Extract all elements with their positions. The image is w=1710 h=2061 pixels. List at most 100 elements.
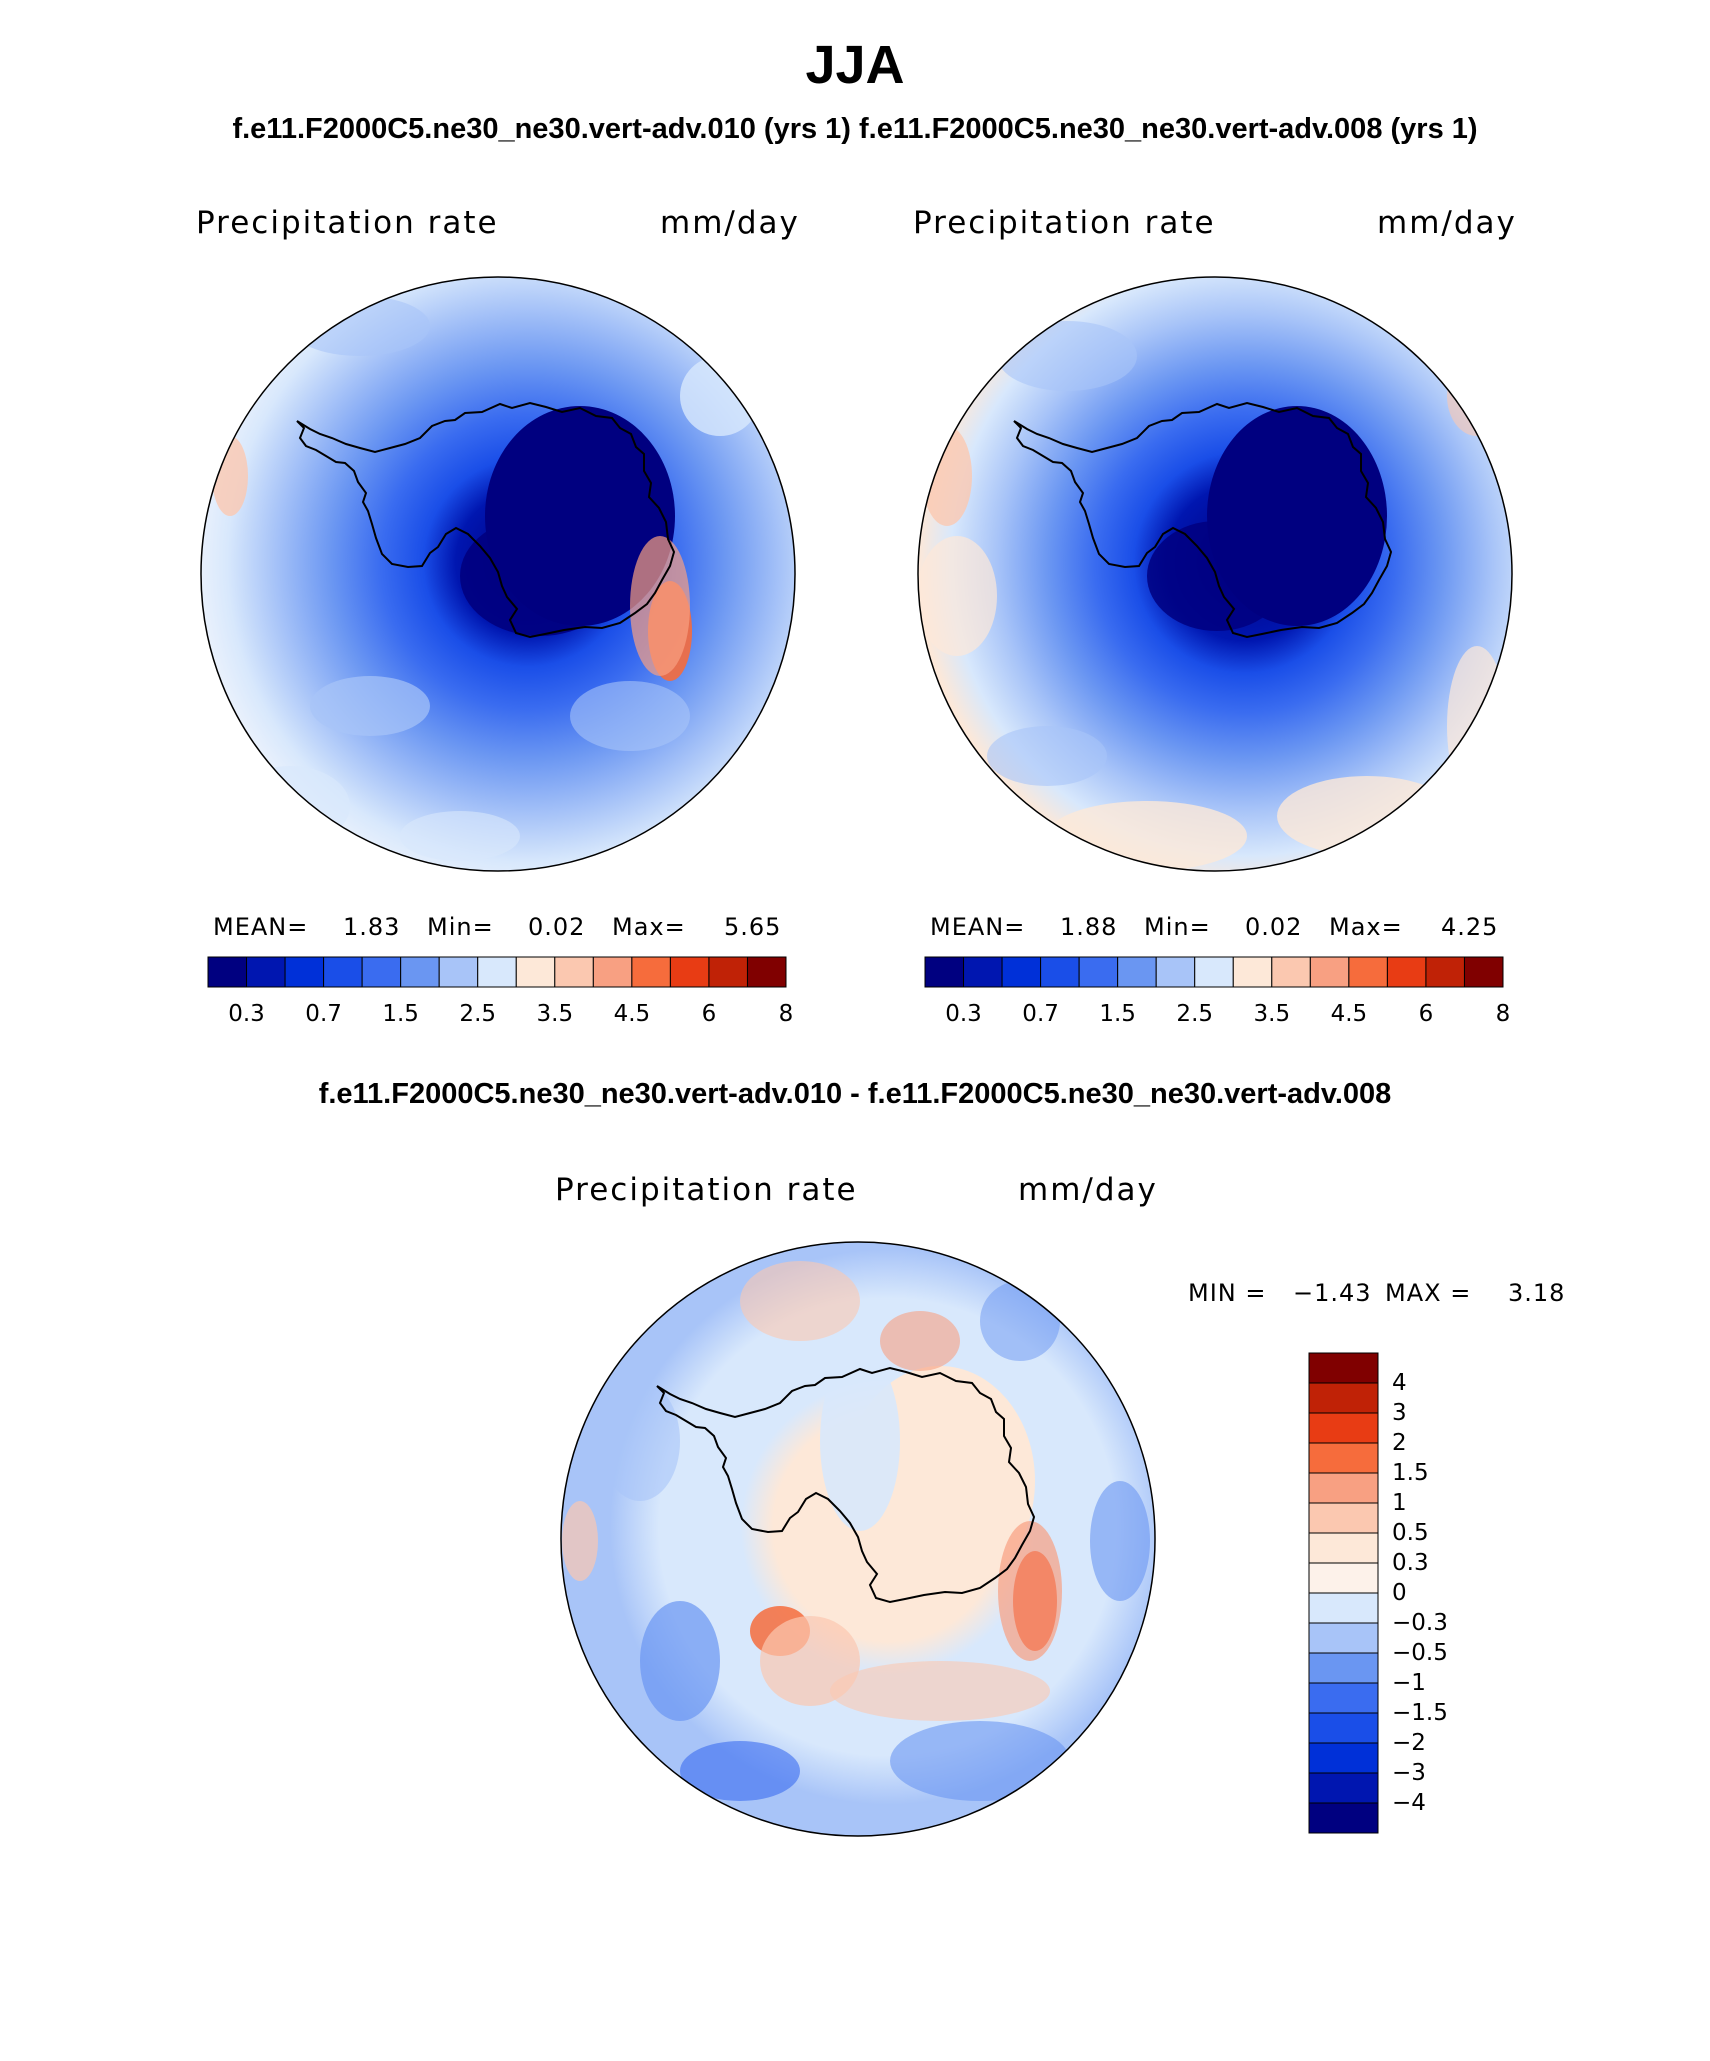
field-patch bbox=[640, 1601, 720, 1721]
left-map-variable-label: Precipitation rate bbox=[196, 205, 499, 241]
colorbar-box bbox=[1308, 1352, 1379, 1384]
colorbar-box bbox=[592, 956, 633, 988]
right-colorbar bbox=[924, 956, 1504, 988]
colorbar-box bbox=[1308, 1652, 1379, 1684]
colorbar-tick-label: 3.5 bbox=[1253, 1001, 1291, 1027]
colorbar-tick-label: −1.5 bbox=[1392, 1700, 1448, 1726]
colorbar-box bbox=[1308, 1562, 1379, 1594]
map-boundary bbox=[200, 276, 796, 872]
colorbar-tick-label: 1.5 bbox=[382, 1001, 419, 1027]
colorbar-box bbox=[1155, 956, 1196, 988]
colorbar-tick-label: 0.7 bbox=[305, 1001, 342, 1027]
colorbar-box bbox=[631, 956, 671, 988]
colorbar-tick-label: 0.3 bbox=[228, 1001, 265, 1027]
colorbar-tick-label: 4 bbox=[1392, 1370, 1407, 1396]
field-patch bbox=[1047, 801, 1247, 871]
colorbar-box bbox=[284, 956, 325, 988]
left-min-label: Min= bbox=[427, 913, 494, 941]
colorbar-box bbox=[1308, 1742, 1379, 1774]
field-patch bbox=[997, 321, 1137, 391]
colorbar-box bbox=[1308, 1442, 1379, 1474]
field-patch bbox=[740, 1261, 860, 1341]
field-patch bbox=[880, 1311, 960, 1371]
right-min-label: Min= bbox=[1144, 913, 1211, 941]
diff-map-units-label: mm/day bbox=[1018, 1172, 1158, 1208]
left-map bbox=[200, 276, 796, 872]
field-patch bbox=[987, 726, 1107, 786]
colorbar-box bbox=[1308, 1382, 1379, 1414]
right-min-value: 0.02 bbox=[1245, 913, 1303, 941]
colorbar-box bbox=[963, 956, 1003, 988]
antarctica-coastline bbox=[296, 401, 676, 639]
colorbar-tick-label: 0.3 bbox=[1392, 1550, 1429, 1576]
colorbar-box bbox=[1117, 956, 1157, 988]
difference-title: f.e11.F2000C5.ne30_ne30.vert-adv.010 - f… bbox=[318, 1078, 1392, 1110]
colorbar-box bbox=[1040, 956, 1080, 988]
field-patch bbox=[562, 1501, 598, 1581]
field-patch bbox=[460, 516, 620, 636]
colorbar-box bbox=[1308, 1682, 1379, 1714]
field-patch bbox=[1447, 646, 1507, 806]
colorbar-box bbox=[323, 956, 363, 988]
colorbar-box bbox=[1078, 956, 1119, 988]
colorbar-tick-label: 6 bbox=[701, 1001, 717, 1027]
diff-map-variable-label: Precipitation rate bbox=[555, 1172, 858, 1208]
colorbar-tick-label: 1.5 bbox=[1099, 1001, 1136, 1027]
colorbar-box bbox=[477, 956, 517, 988]
colorbar-tick-label: −0.3 bbox=[1392, 1610, 1448, 1636]
colorbar-tick-label: 1 bbox=[1392, 1490, 1407, 1516]
left-min-value: 0.02 bbox=[528, 913, 586, 941]
colorbar-box bbox=[1425, 956, 1465, 988]
right-map-units-label: mm/day bbox=[1377, 205, 1517, 241]
colorbar-box bbox=[1308, 1472, 1379, 1504]
right-max-value: 4.25 bbox=[1441, 913, 1499, 941]
colorbar-tick-label: 0.3 bbox=[945, 1001, 982, 1027]
field-patch bbox=[980, 1281, 1060, 1361]
colorbar-box bbox=[708, 956, 748, 988]
colorbar-box bbox=[1308, 1712, 1379, 1744]
page-title: JJA bbox=[805, 35, 905, 95]
field-patch bbox=[290, 296, 430, 356]
colorbar-tick-label: 4.5 bbox=[613, 1001, 651, 1027]
colorbar-box bbox=[1463, 956, 1504, 988]
antarctica-coastline bbox=[1013, 401, 1393, 639]
left-mean-value: 1.83 bbox=[343, 913, 401, 941]
field-patch bbox=[1090, 1481, 1150, 1601]
field-patch bbox=[600, 1381, 680, 1501]
map-boundary bbox=[560, 1241, 1156, 1837]
field-patch bbox=[1447, 356, 1507, 436]
field-patch bbox=[922, 426, 972, 526]
colorbar-box bbox=[1308, 1622, 1379, 1654]
field-patch bbox=[918, 536, 997, 656]
field-patch bbox=[570, 681, 690, 751]
colorbar-box bbox=[515, 956, 556, 988]
colorbar-box bbox=[246, 956, 286, 988]
colorbar-box bbox=[1308, 1592, 1379, 1624]
colorbar-box bbox=[361, 956, 402, 988]
colorbar-tick-label: 0 bbox=[1392, 1580, 1407, 1606]
colorbar-tick-label: 3 bbox=[1392, 1400, 1407, 1426]
right-mean-value: 1.88 bbox=[1060, 913, 1118, 941]
colorbar-box bbox=[1386, 956, 1427, 988]
field-patch bbox=[820, 1351, 900, 1531]
colorbar-tick-label: 6 bbox=[1418, 1001, 1434, 1027]
map-boundary bbox=[917, 276, 1513, 872]
colorbar-box bbox=[1308, 1532, 1379, 1564]
colorbar-tick-label: 3.5 bbox=[536, 1001, 574, 1027]
colorbar-tick-label: −0.5 bbox=[1392, 1640, 1448, 1666]
colorbar-tick-label: 4.5 bbox=[1330, 1001, 1368, 1027]
colorbar-box bbox=[1308, 1412, 1379, 1444]
field-patch bbox=[630, 536, 690, 676]
colorbar-box bbox=[1308, 1502, 1379, 1534]
case-subtitle: f.e11.F2000C5.ne30_ne30.vert-adv.010 (yr… bbox=[232, 113, 1478, 145]
colorbar-tick-label: −3 bbox=[1392, 1760, 1426, 1786]
field-patch bbox=[998, 1521, 1062, 1661]
colorbar-box bbox=[1348, 956, 1388, 988]
diff-map bbox=[560, 1241, 1156, 1837]
left-map-units-label: mm/day bbox=[660, 205, 800, 241]
colorbar-box bbox=[1001, 956, 1042, 988]
colorbar-box bbox=[207, 956, 248, 988]
colorbar-tick-label: −4 bbox=[1392, 1790, 1426, 1816]
colorbar-tick-label: 2.5 bbox=[459, 1001, 497, 1027]
colorbar-box bbox=[1194, 956, 1234, 988]
